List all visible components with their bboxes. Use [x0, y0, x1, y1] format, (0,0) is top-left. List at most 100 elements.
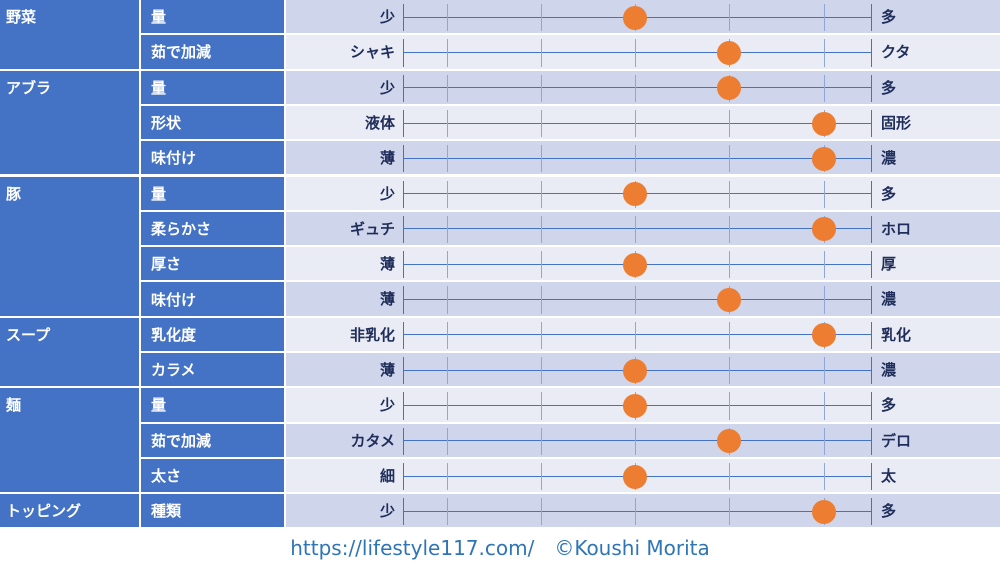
rating-dot — [623, 358, 647, 383]
scale-tick — [447, 498, 448, 526]
rating-dot — [623, 182, 647, 207]
scale-right-label: 多 — [881, 78, 897, 97]
scale-tick — [871, 392, 872, 420]
scale-tick — [447, 251, 448, 279]
scale-tick — [871, 215, 872, 244]
rating-dot — [812, 146, 836, 171]
scale-tick — [403, 251, 404, 279]
scale-tick — [447, 427, 448, 455]
scale-tick — [403, 145, 404, 173]
scale-tick — [447, 215, 448, 244]
rating-dot — [717, 288, 741, 313]
scale-tick — [541, 357, 542, 385]
scale-tick — [635, 498, 636, 526]
scale-line — [403, 87, 871, 89]
scale-line — [403, 228, 871, 230]
category-cell: アブラ — [0, 70, 141, 177]
scale-right-label: 固形 — [881, 113, 912, 132]
scale-tick — [729, 109, 730, 138]
scale-tick — [729, 180, 730, 208]
rating-dot — [717, 40, 741, 65]
item-cell: 量 — [141, 388, 286, 424]
scale-right-label: クタ — [881, 43, 911, 62]
scale-tick — [541, 180, 542, 208]
scale-tick — [824, 39, 825, 67]
scale-tick — [403, 4, 404, 32]
scale-tick — [871, 357, 872, 385]
scale-right-label: 多 — [881, 184, 897, 203]
scale-tick — [871, 39, 872, 67]
item-cell: 太さ — [141, 458, 286, 495]
scale-right-label: ホロ — [881, 219, 912, 238]
scale-tick — [871, 462, 872, 491]
scale-tick — [635, 39, 636, 67]
scale-tick — [403, 74, 404, 102]
scale-right-label: 濃 — [881, 290, 897, 309]
scale-tick — [447, 357, 448, 385]
item-cell: 茹で加減 — [141, 423, 286, 459]
scale-tick — [541, 286, 542, 314]
scale-tick — [824, 180, 825, 208]
item-cell: 厚さ — [141, 247, 286, 283]
scale-left-label: シャキ — [349, 43, 395, 62]
scale-left-label: 薄 — [379, 290, 395, 309]
scale-tick — [541, 392, 542, 420]
scale-tick — [729, 462, 730, 491]
scale-tick — [403, 180, 404, 208]
scale-right-label: 多 — [881, 8, 897, 26]
scale-tick — [871, 321, 872, 349]
scale-tick — [541, 74, 542, 102]
item-cell: 量 — [141, 176, 286, 212]
scale-tick — [403, 39, 404, 67]
category-cell: 野菜 — [0, 0, 141, 71]
scale-tick — [635, 286, 636, 314]
scale-tick — [635, 321, 636, 349]
scale-tick — [871, 498, 872, 526]
scale-left-label: 少 — [379, 184, 395, 203]
scale-tick — [729, 4, 730, 32]
scale-tick — [541, 145, 542, 173]
scale-left-label: 液体 — [364, 113, 395, 132]
rating-dot — [623, 252, 647, 277]
scale-tick — [729, 321, 730, 349]
scale-left-label: 少 — [379, 396, 395, 415]
scale-tick — [635, 427, 636, 455]
scale-tick — [447, 109, 448, 138]
rating-dot — [623, 5, 647, 30]
rating-dot — [812, 323, 836, 348]
footer-credit: https://lifestyle117.com/ ©Koushi Morita — [290, 536, 710, 560]
scale-tick — [447, 4, 448, 32]
scale-right-label: 濃 — [881, 361, 897, 379]
scale-line — [403, 299, 871, 301]
item-cell: 形状 — [141, 105, 286, 142]
scale-tick — [447, 392, 448, 420]
scale-tick — [541, 109, 542, 138]
scale-right-label: 多 — [881, 502, 897, 521]
scale-tick — [729, 145, 730, 173]
scale-line — [403, 440, 871, 442]
scale-tick — [447, 74, 448, 102]
scale-tick — [729, 498, 730, 526]
scale-right-label: 太 — [881, 466, 897, 485]
scale-tick — [635, 145, 636, 173]
scale-tick — [541, 498, 542, 526]
scale-left-label: 薄 — [379, 361, 395, 379]
scale-tick — [635, 74, 636, 102]
scale-tick — [871, 427, 872, 455]
scale-tick — [729, 215, 730, 244]
category-cell: 豚 — [0, 176, 141, 318]
scale-tick — [635, 215, 636, 244]
scale-tick — [403, 357, 404, 385]
rating-dot — [717, 429, 741, 454]
scale-tick — [824, 4, 825, 32]
scale-tick — [541, 39, 542, 67]
scale-left-label: 少 — [379, 8, 395, 26]
scale-left-label: 少 — [379, 78, 395, 97]
rating-row — [286, 35, 1000, 71]
scale-tick — [403, 462, 404, 491]
scale-tick — [824, 392, 825, 420]
scale-left-label: 薄 — [379, 149, 395, 168]
scale-tick — [403, 109, 404, 138]
scale-line — [403, 157, 871, 159]
scale-tick — [541, 427, 542, 455]
